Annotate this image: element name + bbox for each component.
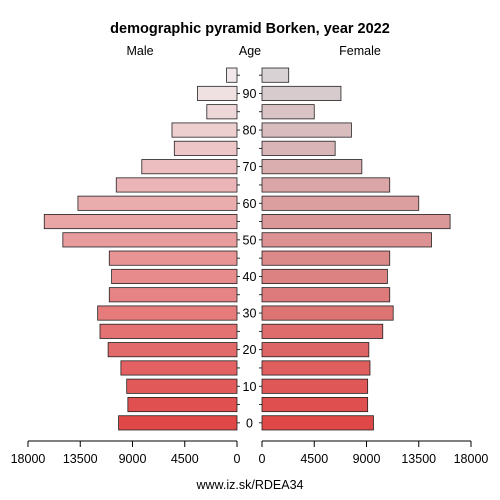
male-bar xyxy=(43,214,238,230)
female-label: Female xyxy=(339,44,381,58)
age-tick-label: 70 xyxy=(243,160,257,174)
male-bar xyxy=(115,177,238,193)
female-bar xyxy=(261,268,388,284)
male-bar xyxy=(77,195,238,211)
female-bar xyxy=(261,85,342,101)
source-label: www.iz.sk/RDEA34 xyxy=(196,478,304,492)
age-tick-label: 20 xyxy=(243,343,257,357)
female-bar xyxy=(261,140,336,156)
male-bar xyxy=(97,305,238,321)
male-label: Male xyxy=(126,44,153,58)
age-tick-label: 30 xyxy=(243,307,257,321)
male-bar xyxy=(173,140,238,156)
chart-title: demographic pyramid Borken, year 2022 xyxy=(110,21,390,37)
male-bar xyxy=(99,323,238,339)
female-bars xyxy=(261,67,451,431)
value-tick-label: 9000 xyxy=(119,452,147,466)
age-label: Age xyxy=(239,44,261,58)
female-bar xyxy=(261,67,290,83)
male-bar xyxy=(171,122,238,138)
male-bar xyxy=(108,250,238,266)
male-bar xyxy=(111,268,238,284)
age-tick-label: 40 xyxy=(243,270,257,284)
value-tick-label: 9000 xyxy=(353,452,381,466)
female-bar xyxy=(261,195,420,211)
female-bar xyxy=(261,323,384,339)
male-bar xyxy=(107,342,238,358)
male-bar xyxy=(108,287,238,303)
age-tick-label: 60 xyxy=(243,197,257,211)
female-bar xyxy=(261,159,363,175)
age-tick-label: 0 xyxy=(246,416,253,430)
value-tick-label: 13500 xyxy=(401,452,436,466)
female-bar xyxy=(261,397,369,413)
male-bar xyxy=(62,232,238,248)
male-bar xyxy=(120,360,238,376)
female-bar xyxy=(261,360,371,376)
female-bar xyxy=(261,378,369,394)
female-bar xyxy=(261,415,374,431)
male-bar xyxy=(206,104,238,120)
value-tick-label: 0 xyxy=(259,452,266,466)
female-bar xyxy=(261,250,391,266)
age-axis: 0 10 20 30 40 50 60 70 80 90 xyxy=(237,74,262,430)
female-bar xyxy=(261,342,370,358)
age-tick-label: 10 xyxy=(243,380,257,394)
female-bar xyxy=(261,232,432,248)
value-tick-label: 0 xyxy=(234,452,241,466)
value-tick-label: 18000 xyxy=(454,452,489,466)
value-tick-label: 13500 xyxy=(63,452,98,466)
age-tick-label: 90 xyxy=(243,87,257,101)
male-bar xyxy=(127,397,238,413)
age-tick-label: 80 xyxy=(243,124,257,138)
male-bar xyxy=(226,67,238,83)
male-bars xyxy=(43,67,238,431)
value-tick-label: 4500 xyxy=(171,452,199,466)
male-bar xyxy=(197,85,238,101)
female-bar xyxy=(261,104,315,120)
age-tick-label: 50 xyxy=(243,233,257,247)
male-bar xyxy=(126,378,238,394)
value-tick-label: 4500 xyxy=(300,452,328,466)
value-tick-label: 18000 xyxy=(11,452,46,466)
female-bar xyxy=(261,287,391,303)
value-axis: 18000 13500 9000 4500 0 0 4500 9000 13500 18000 xyxy=(11,440,489,466)
male-bar xyxy=(141,159,238,175)
male-bar xyxy=(118,415,238,431)
female-bar xyxy=(261,122,352,138)
female-bar xyxy=(261,177,391,193)
female-bar xyxy=(261,305,394,321)
female-bar xyxy=(261,214,451,230)
